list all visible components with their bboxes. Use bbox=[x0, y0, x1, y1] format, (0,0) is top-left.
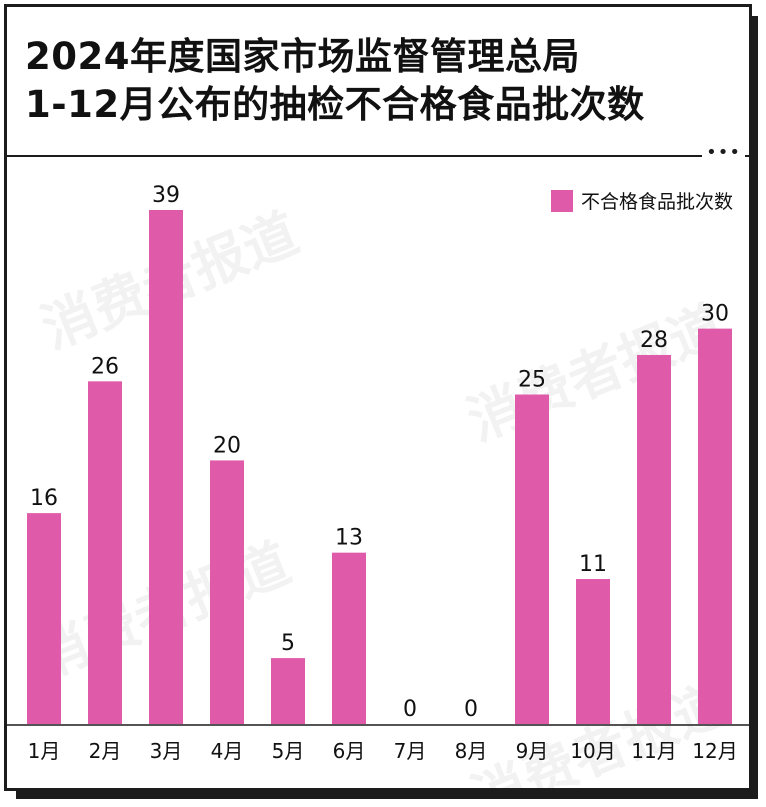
x-tick-label-9: 9月 bbox=[516, 739, 549, 763]
data-label-3: 39 bbox=[152, 183, 180, 208]
more-dots-icon: ••• bbox=[702, 143, 745, 163]
bar-1 bbox=[27, 513, 61, 724]
data-label-8: 0 bbox=[464, 697, 478, 722]
data-label-11: 28 bbox=[640, 328, 668, 353]
chart-header: 2024年度国家市场监督管理总局 1-12月公布的抽检不合格食品批次数 bbox=[7, 7, 749, 157]
legend-swatch bbox=[550, 189, 573, 212]
x-tick-label-4: 4月 bbox=[211, 739, 244, 763]
chart-title-line-1: 2024年度国家市场监督管理总局 bbox=[25, 35, 580, 78]
chart-title: 2024年度国家市场监督管理总局 1-12月公布的抽检不合格食品批次数 bbox=[25, 33, 645, 129]
chart-legend: 不合格食品批次数 bbox=[550, 187, 733, 214]
bar-2 bbox=[88, 381, 122, 724]
data-label-5: 5 bbox=[281, 631, 295, 656]
legend-label: 不合格食品批次数 bbox=[580, 191, 733, 213]
bar-3 bbox=[149, 210, 183, 724]
x-tick-label-1: 1月 bbox=[28, 739, 61, 763]
data-label-9: 25 bbox=[518, 368, 546, 393]
x-tick-label-8: 8月 bbox=[455, 739, 488, 763]
bar-chart: 16 1月 26 2月 39 3月 20 4月 5 5月 13 6月 0 7月 0 8月 25 9月 11 10月 28… bbox=[7, 183, 749, 763]
bar-5 bbox=[271, 658, 305, 724]
bar-10 bbox=[576, 579, 610, 724]
chart-title-line-2: 1-12月公布的抽检不合格食品批次数 bbox=[25, 83, 645, 126]
x-tick-label-5: 5月 bbox=[272, 739, 305, 763]
bar-4 bbox=[210, 460, 244, 724]
data-label-4: 20 bbox=[213, 433, 241, 458]
data-label-12: 30 bbox=[701, 302, 729, 327]
bar-9 bbox=[515, 394, 549, 724]
bar-11 bbox=[637, 354, 671, 724]
bar-12 bbox=[698, 328, 732, 724]
chart-card: 2024年度国家市场监督管理总局 1-12月公布的抽检不合格食品批次数 ••• … bbox=[4, 4, 752, 791]
x-tick-label-6: 6月 bbox=[333, 739, 366, 763]
x-tick-label-12: 12月 bbox=[692, 739, 737, 763]
bar-6 bbox=[332, 552, 366, 724]
x-tick-label-11: 11月 bbox=[631, 739, 676, 763]
x-tick-label-10: 10月 bbox=[570, 739, 615, 763]
data-label-1: 16 bbox=[30, 486, 58, 511]
data-label-6: 13 bbox=[335, 526, 363, 551]
data-label-10: 11 bbox=[579, 552, 607, 577]
x-tick-label-3: 3月 bbox=[150, 739, 183, 763]
data-label-7: 0 bbox=[403, 697, 417, 722]
x-tick-label-2: 2月 bbox=[89, 739, 122, 763]
data-label-2: 26 bbox=[91, 354, 119, 379]
x-tick-label-7: 7月 bbox=[394, 739, 427, 763]
